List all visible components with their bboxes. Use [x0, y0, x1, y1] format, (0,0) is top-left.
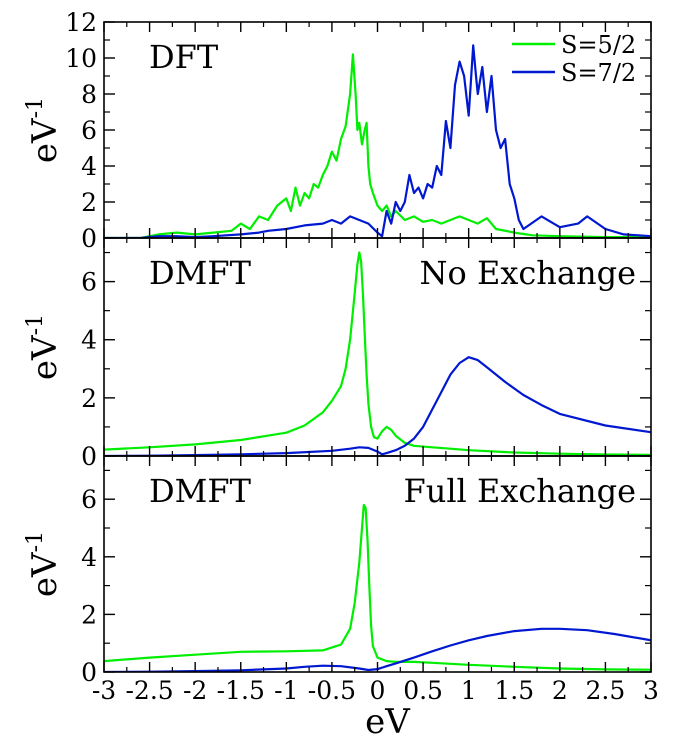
panel-3-ytick-label: 4 — [81, 543, 97, 572]
panel-3-ytick-label: 2 — [81, 600, 97, 629]
x-tick-label: 1.5 — [494, 676, 534, 705]
legend-label-s52: S=5/2 — [561, 31, 636, 59]
x-tick-label: 1 — [461, 676, 477, 705]
x-tick-label: -0.5 — [308, 676, 356, 705]
x-axis-title: eV — [365, 702, 411, 740]
panel-1-ytick-label: 0 — [81, 224, 97, 253]
x-tick-label: 0.5 — [403, 676, 443, 705]
x-tick-label: 2.5 — [586, 676, 626, 705]
x-tick-label: 3 — [643, 676, 659, 705]
panel-2-ytick-label: 2 — [81, 384, 97, 413]
panel-1: 0 2 4 6 8 10 12 eV-1 DFT — [23, 8, 652, 253]
panel-2-label2: No Exchange — [420, 254, 636, 292]
panel-1-y-axis-title: eV-1 — [23, 97, 65, 163]
panel-1-label: DFT — [149, 38, 219, 76]
panel-2-y-axis-title: eV-1 — [23, 314, 65, 380]
panel-2-series-s72 — [104, 356, 651, 456]
x-tick-label: -2 — [183, 676, 207, 705]
x-tick-label: -1 — [274, 676, 298, 705]
panel-2: 0 2 4 6 eV-1 DMFT No Exchange — [23, 237, 652, 471]
panel-3-y-axis-title: eV-1 — [23, 531, 65, 597]
x-tick-label: 2 — [552, 676, 568, 705]
x-tick-label: -2.5 — [125, 676, 173, 705]
panel-1-series-s72 — [104, 44, 651, 238]
x-tick-label: -1.5 — [217, 676, 265, 705]
panel-1-ytick-label: 2 — [81, 188, 97, 217]
panel-3-label2: Full Exchange — [404, 472, 637, 510]
panel-1-ytick-label: 10 — [65, 44, 97, 73]
panel-1-series-s52 — [104, 53, 651, 238]
panel-1-ytick-label: 12 — [65, 8, 97, 37]
panel-2-label: DMFT — [149, 254, 252, 292]
panel-3-label: DMFT — [149, 472, 252, 510]
panel-2-series-s52 — [104, 251, 651, 456]
panel-2-ytick-label: 4 — [81, 326, 97, 355]
panel-3-series-s72 — [104, 627, 651, 672]
panel-1-ytick-label: 6 — [81, 116, 97, 145]
panel-3-ytick-label: 0 — [81, 658, 97, 687]
panel-1-ytick-label: 4 — [81, 152, 97, 181]
panel-1-ytick-label: 8 — [81, 80, 97, 109]
legend-label-s72: S=7/2 — [561, 59, 636, 87]
panel-2-ytick-label: 0 — [81, 442, 97, 471]
legend: S=5/2 S=7/2 — [512, 31, 636, 87]
panel-3: 0 2 4 6 eV-1 DMFT Full Exchange — [23, 455, 652, 687]
panel-3-series-s52 — [104, 503, 651, 671]
x-tick-label: -3 — [92, 676, 116, 705]
x-tick-label: 0 — [370, 676, 386, 705]
panel-2-ytick-label: 6 — [81, 268, 97, 297]
panel-3-ytick-label: 6 — [81, 485, 97, 514]
